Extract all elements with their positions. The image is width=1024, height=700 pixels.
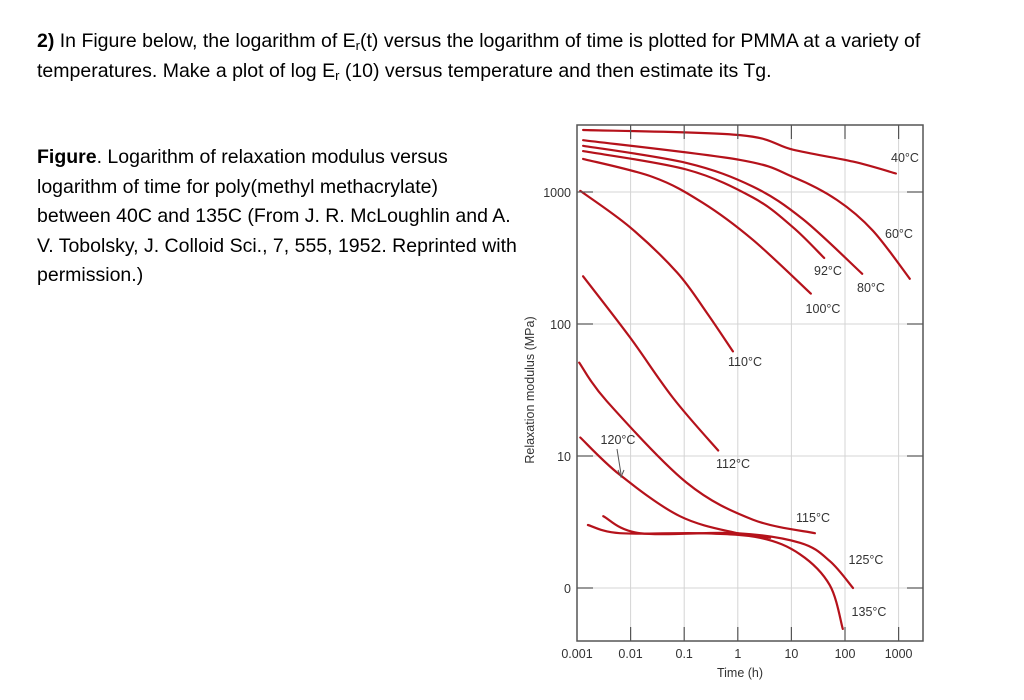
subscript: r [335,68,340,83]
series-label: 120°C [601,433,636,447]
series-label: 80°C [857,281,885,295]
x-tick-label: 10 [784,647,798,661]
y-axis-label: Relaxation modulus (MPa) [523,316,537,463]
question-part: (10) versus temperature and then estimat… [339,60,772,82]
plot-frame [576,124,924,642]
series-line-60c [582,139,911,280]
x-tick-label: 1 [734,647,741,661]
series-label: 110°C [728,355,762,369]
series-line-80c [582,144,864,275]
y-tick-label: 1000 [543,186,571,200]
series-label: 125°C [849,553,884,567]
caption-text: . Logarithm of relaxation modulus versus… [37,146,517,286]
series-label: 92°C [814,264,842,278]
caption-label: Figure [37,146,97,168]
question-number: 2) [37,30,55,52]
x-axis-label: Time (h) [717,666,763,680]
series-line-92c [582,150,826,260]
y-tick-label: 10 [557,450,571,464]
series-label: 60°C [885,227,913,241]
series-line-115c [578,361,816,535]
series-label: 135°C [852,605,887,619]
arrow-head-icon [617,469,625,479]
subscript: r [355,38,361,53]
series-line-135c [586,523,844,630]
series-line-100c [582,157,812,295]
label-arrow [616,448,622,475]
figure-caption: Figure. Logarithm of relaxation modulus … [37,143,517,291]
grid [577,125,923,641]
series-labels: 40°C 60°C 80°C 92°C 100°C 110°C 112°C 115°C 120°… [601,151,919,619]
question-part: (t) versus the logarithm of time is plot… [37,30,921,82]
x-tick-label: 1000 [885,647,913,661]
series-label: 112°C [716,457,750,471]
question-part: In Figure below, the logarithm of E [54,30,356,52]
series-line-125c [602,515,855,590]
series-lines [578,128,911,630]
series-label: 100°C [806,302,841,316]
x-tick-label: 0.01 [618,647,642,661]
series-label: 115°C [796,511,830,525]
x-tick-label: 0.1 [676,647,693,661]
series-line-110c [579,189,734,353]
series-line-120c [579,436,772,539]
series-label: 40°C [891,151,919,165]
y-tick-label: 100 [550,318,571,332]
x-tick-label: 100 [835,647,856,661]
y-tick-label: 0 [564,582,571,596]
series-line-112c [582,275,720,452]
question-text: 2) In Figure below, the logarithm of Er(… [37,26,1007,86]
x-tick-label: 0.001 [561,647,592,661]
series-line-40c [582,128,897,175]
